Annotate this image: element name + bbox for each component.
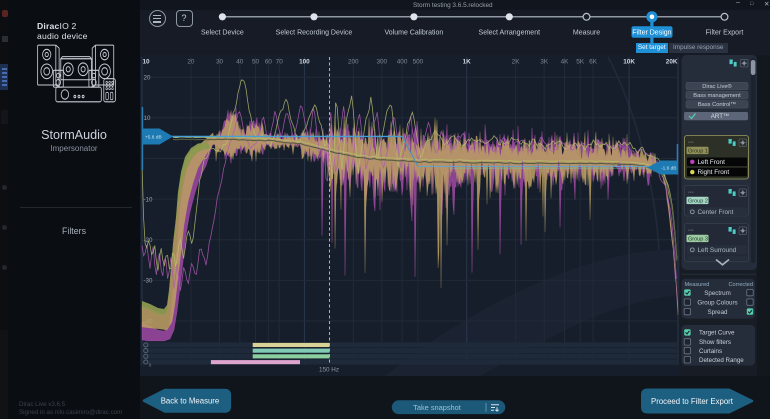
svg-text:300: 300: [376, 59, 387, 66]
svg-text:...: ...: [688, 138, 694, 145]
svg-text:400: 400: [397, 59, 408, 66]
svg-text:-1.6 dB: -1.6 dB: [661, 166, 676, 172]
svg-text:Select Recording Device: Select Recording Device: [276, 29, 353, 36]
svg-text:Spectrum: Spectrum: [704, 290, 730, 297]
svg-text:Take snapshot: Take snapshot: [413, 403, 461, 412]
svg-text:Proceed to Filter Export: Proceed to Filter Export: [651, 397, 734, 406]
svg-text:Group 3: Group 3: [688, 236, 708, 242]
svg-text:Group 2: Group 2: [688, 198, 708, 204]
svg-text:10K: 10K: [623, 59, 635, 66]
svg-text:Filter Design: Filter Design: [632, 29, 671, 36]
svg-text:Center Front: Center Front: [698, 209, 734, 216]
svg-text:Measured: Measured: [685, 282, 710, 288]
svg-text:Corrected: Corrected: [728, 282, 753, 288]
svg-text:150 Hz: 150 Hz: [319, 367, 339, 374]
svg-text:10: 10: [144, 115, 151, 122]
svg-text:Right Front: Right Front: [698, 169, 730, 176]
svg-text:Spread: Spread: [708, 309, 729, 316]
svg-text:Left Surround: Left Surround: [698, 247, 737, 254]
svg-text:200: 200: [348, 59, 359, 66]
svg-text:10: 10: [143, 59, 151, 66]
svg-text:5K: 5K: [576, 59, 585, 66]
svg-text:+5.6 dB: +5.6 dB: [145, 135, 162, 141]
svg-text:1K: 1K: [463, 59, 472, 66]
svg-text:...: ...: [688, 188, 694, 195]
svg-text:Measure: Measure: [573, 29, 600, 36]
svg-text:Back to Measure: Back to Measure: [161, 397, 220, 406]
svg-text:Group Colours: Group Colours: [697, 299, 737, 306]
svg-text:...: ...: [688, 226, 694, 233]
svg-text:Left Front: Left Front: [698, 159, 726, 166]
svg-text:20: 20: [187, 59, 195, 66]
svg-text:20: 20: [144, 75, 151, 82]
svg-text:40: 40: [236, 59, 244, 66]
svg-text:6K: 6K: [589, 59, 598, 66]
svg-text:4K: 4K: [561, 59, 570, 66]
svg-text:60: 60: [265, 59, 273, 66]
svg-text:2K: 2K: [512, 59, 521, 66]
svg-text:50: 50: [252, 59, 260, 66]
svg-text:500: 500: [413, 59, 424, 66]
svg-text:Curtains: Curtains: [699, 348, 722, 355]
svg-text:Select Device: Select Device: [201, 29, 244, 36]
svg-text:Show filters: Show filters: [699, 339, 731, 346]
svg-text:Detected Range: Detected Range: [699, 357, 744, 364]
svg-text:0: 0: [149, 362, 152, 367]
svg-text:3K: 3K: [540, 59, 549, 66]
svg-text:30: 30: [216, 59, 224, 66]
svg-text:Bass Control™: Bass Control™: [698, 102, 736, 108]
svg-text:-10: -10: [144, 196, 154, 203]
svg-text:100: 100: [299, 59, 310, 66]
svg-text:70: 70: [276, 59, 284, 66]
svg-text:Select Arrangement: Select Arrangement: [479, 29, 541, 36]
svg-text:Filter Export: Filter Export: [706, 29, 744, 36]
svg-text:20K: 20K: [666, 59, 678, 66]
svg-text:Target Curve: Target Curve: [699, 330, 735, 337]
svg-text:-30: -30: [144, 278, 154, 285]
svg-text:Bass management: Bass management: [693, 93, 741, 99]
svg-text:Group 1: Group 1: [688, 148, 708, 154]
svg-text:ART™: ART™: [711, 113, 729, 120]
svg-text:Dirac Live®: Dirac Live®: [702, 83, 732, 90]
svg-text:Volume Calibration: Volume Calibration: [385, 29, 444, 36]
